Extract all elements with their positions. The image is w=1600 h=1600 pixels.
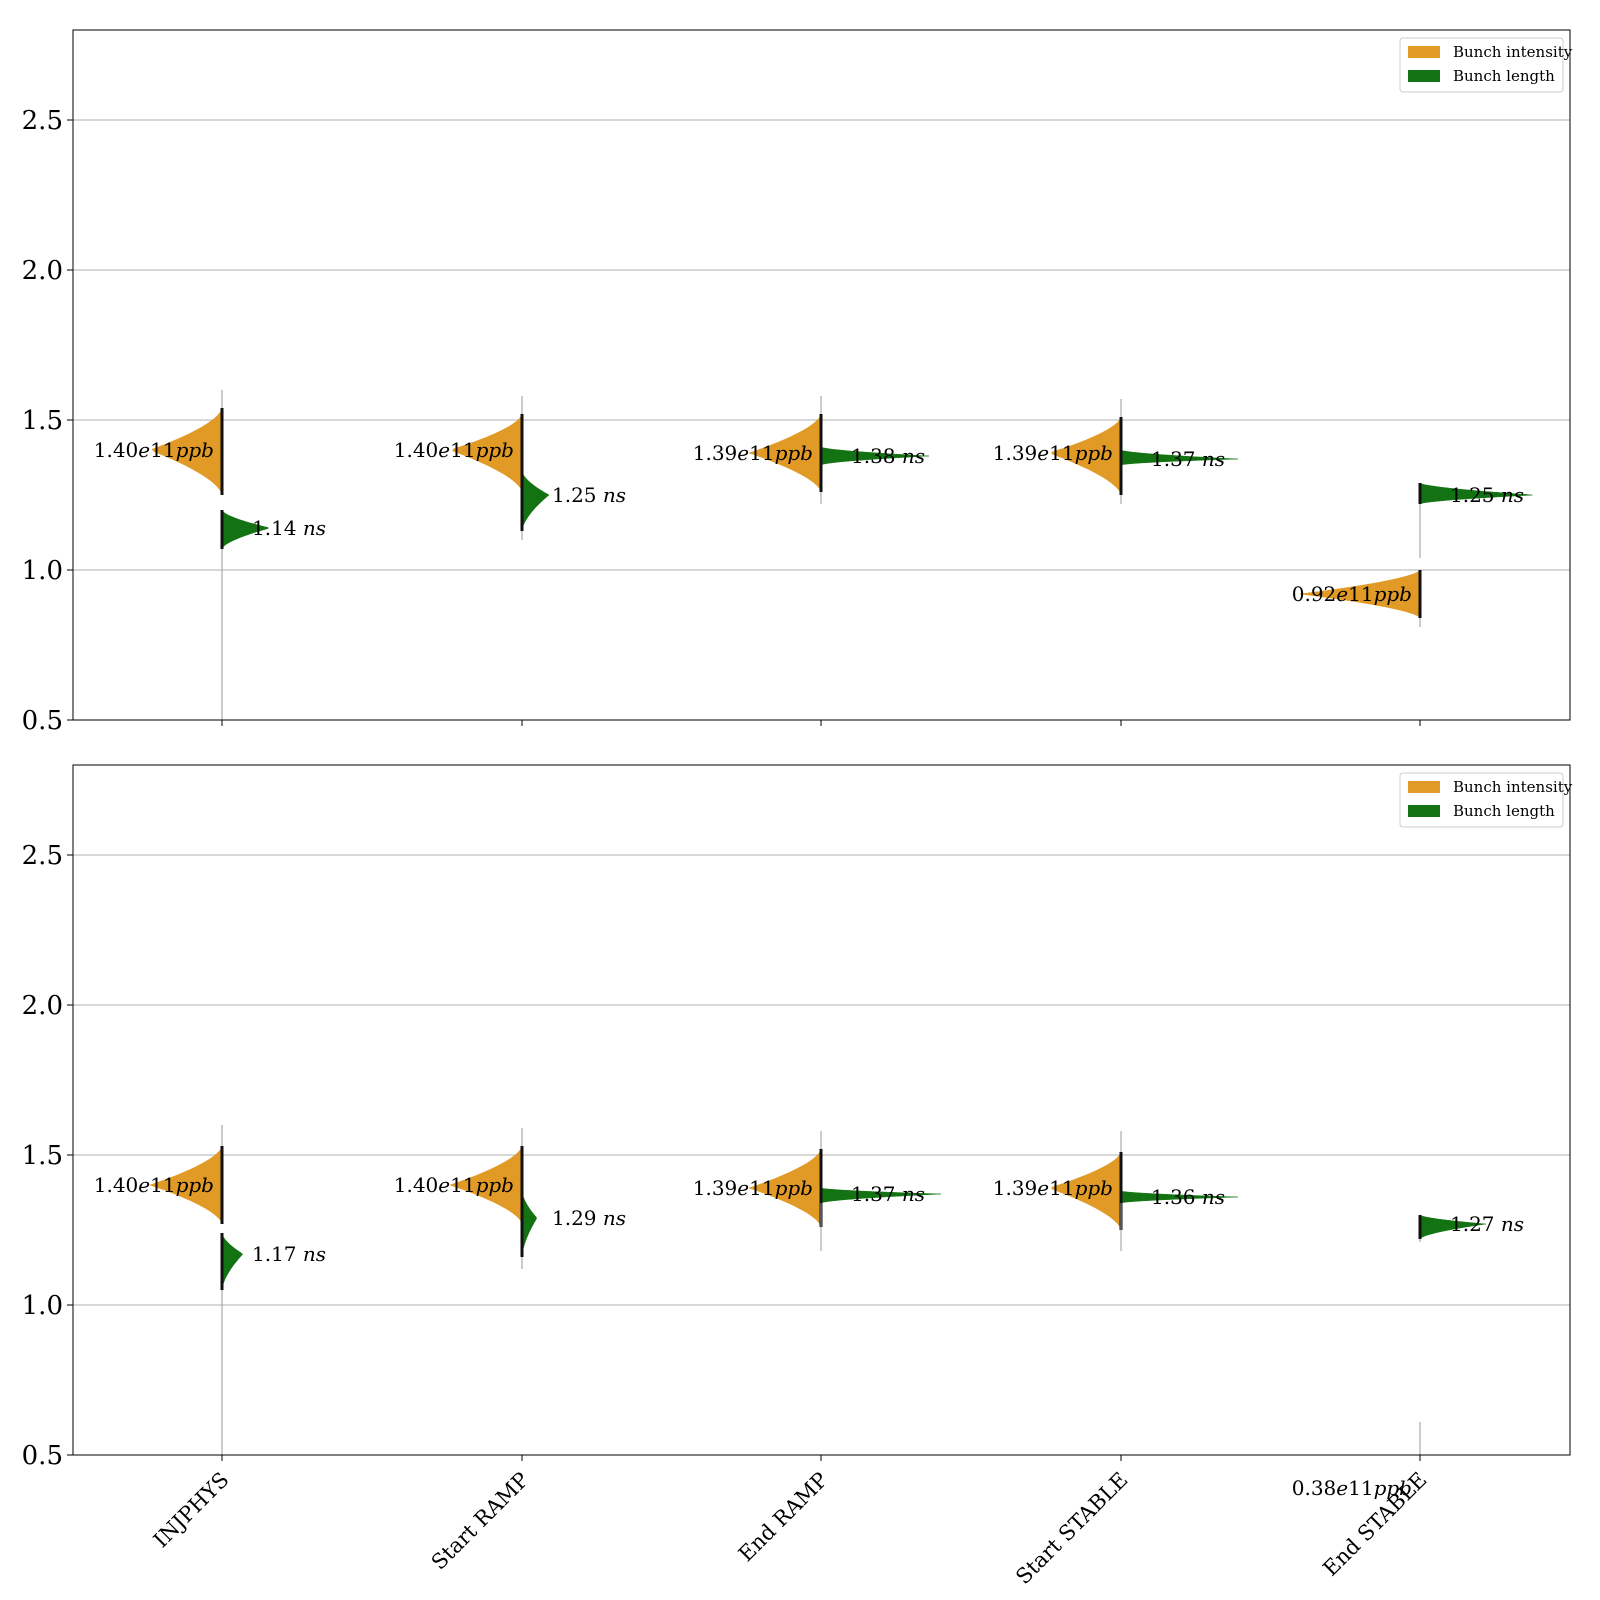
legend-label: Bunch length bbox=[1453, 67, 1555, 85]
violin-value-label: 1.40e11ppb bbox=[394, 438, 514, 462]
violin-intensity: 1.40e11ppb bbox=[394, 396, 524, 493]
violin-value-label: 1.37 ns bbox=[1151, 447, 1225, 471]
violin-shape bbox=[1120, 1190, 1239, 1204]
violin-shape bbox=[1051, 416, 1122, 496]
violin-value-label: 1.39e11ppb bbox=[993, 441, 1113, 465]
violin-intensity: 1.39e11ppb bbox=[693, 1131, 823, 1228]
violin-shape bbox=[221, 509, 269, 550]
y-tick-label: 1.5 bbox=[22, 1141, 63, 1171]
violin-shape bbox=[521, 470, 550, 532]
violin-shape bbox=[221, 1232, 244, 1291]
y-tick-label: 2.5 bbox=[22, 841, 63, 871]
violin-value-label: 1.40e11ppb bbox=[394, 1173, 514, 1197]
legend: Bunch intensity Bunch length bbox=[1399, 772, 1573, 828]
violin-intensity: 1.39e11ppb bbox=[693, 396, 823, 504]
x-category-label: INJPHYS bbox=[149, 1468, 234, 1553]
legend-label: Bunch intensity bbox=[1453, 778, 1573, 796]
violin-value-label: 1.39e11ppb bbox=[993, 1176, 1113, 1200]
violin-value-label: 1.39e11ppb bbox=[693, 441, 813, 465]
y-tick-label: 0.5 bbox=[22, 1441, 63, 1471]
violin-length: 1.38 ns bbox=[819, 444, 930, 468]
legend-swatch bbox=[1408, 781, 1440, 793]
legend: Bunch intensity Bunch length bbox=[1399, 37, 1573, 93]
violin-shape bbox=[149, 1145, 223, 1225]
violin-intensity: 1.40e11ppb bbox=[94, 1125, 224, 1225]
violin-value-label: 1.25 ns bbox=[552, 483, 626, 507]
y-tick-label: 2.5 bbox=[22, 106, 63, 136]
violin-length: 1.37 ns bbox=[1119, 447, 1239, 471]
violin-value-label: 0.38e11ppb bbox=[1292, 1476, 1412, 1500]
violin-shape bbox=[452, 413, 523, 493]
violin-value-label: 1.37 ns bbox=[851, 1182, 925, 1206]
legend-swatch bbox=[1408, 805, 1440, 817]
y-tick-label: 2.0 bbox=[22, 991, 63, 1021]
violin-value-label: 0.92e11ppb bbox=[1292, 582, 1412, 606]
violin-length: 1.37 ns bbox=[819, 1182, 942, 1251]
violin-shape bbox=[748, 1148, 822, 1228]
violin-intensity: 1.39e11ppb bbox=[993, 399, 1123, 504]
violin-intensity: 0.92e11ppb bbox=[1292, 569, 1422, 627]
violin-value-label: 1.38 ns bbox=[851, 444, 925, 468]
x-category-label: Start STABLE bbox=[1011, 1468, 1132, 1589]
violin-length: 1.36 ns bbox=[1119, 1185, 1239, 1251]
violin-value-label: 1.39e11ppb bbox=[693, 1176, 813, 1200]
violin-length: 1.25 ns bbox=[520, 470, 626, 540]
violin-intensity: 1.40e11ppb bbox=[394, 1128, 524, 1225]
violin-shape bbox=[1051, 1151, 1122, 1231]
legend-swatch bbox=[1408, 70, 1440, 82]
y-tick-label: 1.5 bbox=[22, 406, 63, 436]
legend-label: Bunch length bbox=[1453, 802, 1555, 820]
plot-frame bbox=[72, 29, 1571, 721]
violin-length: 1.14 ns bbox=[220, 509, 326, 720]
violin-length: 1.27 ns bbox=[1418, 1212, 1524, 1242]
y-tick-label: 1.0 bbox=[22, 556, 63, 586]
violin-value-label: 1.29 ns bbox=[552, 1206, 626, 1230]
violin-shape bbox=[1419, 1214, 1487, 1240]
y-tick-label: 0.5 bbox=[22, 706, 63, 736]
violin-shape bbox=[521, 1190, 537, 1258]
violin-length: 1.25 ns bbox=[1418, 482, 1533, 558]
violin-value-label: 1.17 ns bbox=[252, 1242, 326, 1266]
x-category-label: Start RAMP bbox=[427, 1468, 534, 1575]
violin-value-label: 1.40e11ppb bbox=[94, 1173, 214, 1197]
y-tick-label: 2.0 bbox=[22, 256, 63, 286]
violin-shape bbox=[820, 1187, 942, 1204]
violin-shape bbox=[820, 446, 930, 466]
legend-box bbox=[1399, 37, 1564, 93]
x-category-label: End RAMP bbox=[734, 1468, 833, 1567]
plot-frame bbox=[72, 764, 1571, 1456]
violin-shape bbox=[1299, 569, 1421, 619]
violin-value-label: 1.36 ns bbox=[1151, 1185, 1225, 1209]
chart-panel-top: 0.5 1.0 1.5 2.0 2.5 1.40e11ppb 1.40e11ppb 1.39e… bbox=[22, 29, 1573, 736]
legend-label: Bunch intensity bbox=[1453, 43, 1573, 61]
violin-value-label: 1.27 ns bbox=[1450, 1212, 1524, 1236]
chart-panel-bottom: 0.5 1.0 1.5 2.0 2.5 1.40e11ppb 1.40e11ppb 1.39e… bbox=[22, 764, 1573, 1589]
violin-shape bbox=[1120, 449, 1239, 466]
legend-box bbox=[1399, 772, 1564, 828]
violin-intensity: 0.38e11ppb bbox=[1292, 1422, 1421, 1500]
y-tick-label: 1.0 bbox=[22, 1291, 63, 1321]
violin-length: 1.29 ns bbox=[520, 1190, 626, 1269]
violin-length: 1.17 ns bbox=[220, 1232, 326, 1455]
violin-shape bbox=[449, 1145, 523, 1225]
violin-intensity: 1.40e11ppb bbox=[94, 390, 224, 496]
violin-intensity: 1.39e11ppb bbox=[993, 1131, 1123, 1231]
violin-value-label: 1.14 ns bbox=[252, 516, 326, 540]
violin-shape bbox=[151, 407, 223, 496]
violin-value-label: 1.40e11ppb bbox=[94, 438, 214, 462]
violin-shape bbox=[1419, 482, 1533, 505]
legend-swatch bbox=[1408, 46, 1440, 58]
violin-shape bbox=[748, 413, 822, 493]
violin-value-label: 1.25 ns bbox=[1450, 483, 1524, 507]
